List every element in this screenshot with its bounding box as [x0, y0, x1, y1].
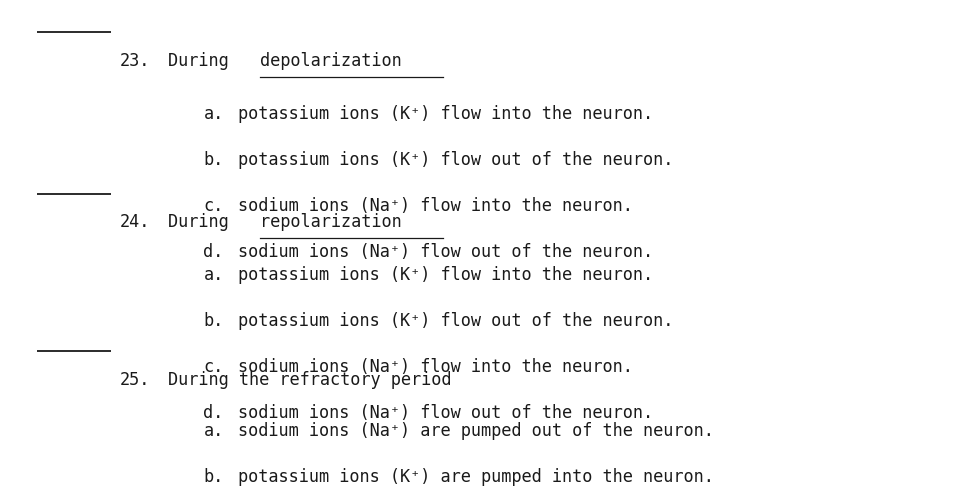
- Text: b.: b.: [203, 151, 224, 168]
- Text: b.: b.: [203, 312, 224, 329]
- Text: potassium ions (K⁺) are pumped into the neuron.: potassium ions (K⁺) are pumped into the …: [237, 468, 713, 486]
- Text: d.: d.: [203, 404, 224, 421]
- Text: potassium ions (K⁺) flow into the neuron.: potassium ions (K⁺) flow into the neuron…: [237, 266, 652, 284]
- Text: sodium ions (Na⁺) are pumped out of the neuron.: sodium ions (Na⁺) are pumped out of the …: [237, 422, 713, 440]
- Text: b.: b.: [203, 468, 224, 486]
- Text: 25.: 25.: [119, 370, 149, 388]
- Text: sodium ions (Na⁺) flow into the neuron.: sodium ions (Na⁺) flow into the neuron.: [237, 358, 632, 375]
- Text: sodium ions (Na⁺) flow out of the neuron.: sodium ions (Na⁺) flow out of the neuron…: [237, 404, 652, 421]
- Text: a.: a.: [203, 105, 224, 123]
- Text: During: During: [168, 213, 238, 231]
- Text: c.: c.: [203, 358, 224, 375]
- Text: potassium ions (K⁺) flow into the neuron.: potassium ions (K⁺) flow into the neuron…: [237, 105, 652, 123]
- Text: depolarization: depolarization: [260, 52, 401, 70]
- Text: potassium ions (K⁺) flow out of the neuron.: potassium ions (K⁺) flow out of the neur…: [237, 151, 672, 168]
- Text: a.: a.: [203, 266, 224, 284]
- Text: d.: d.: [203, 243, 224, 260]
- Text: sodium ions (Na⁺) flow into the neuron.: sodium ions (Na⁺) flow into the neuron.: [237, 197, 632, 214]
- Text: potassium ions (K⁺) flow out of the neuron.: potassium ions (K⁺) flow out of the neur…: [237, 312, 672, 329]
- Text: c.: c.: [203, 197, 224, 214]
- Text: During the refractory period: During the refractory period: [168, 370, 451, 388]
- Text: a.: a.: [203, 422, 224, 440]
- Text: 23.: 23.: [119, 52, 149, 70]
- Text: During: During: [168, 52, 238, 70]
- Text: repolarization: repolarization: [260, 213, 401, 231]
- Text: sodium ions (Na⁺) flow out of the neuron.: sodium ions (Na⁺) flow out of the neuron…: [237, 243, 652, 260]
- Text: 24.: 24.: [119, 213, 149, 231]
